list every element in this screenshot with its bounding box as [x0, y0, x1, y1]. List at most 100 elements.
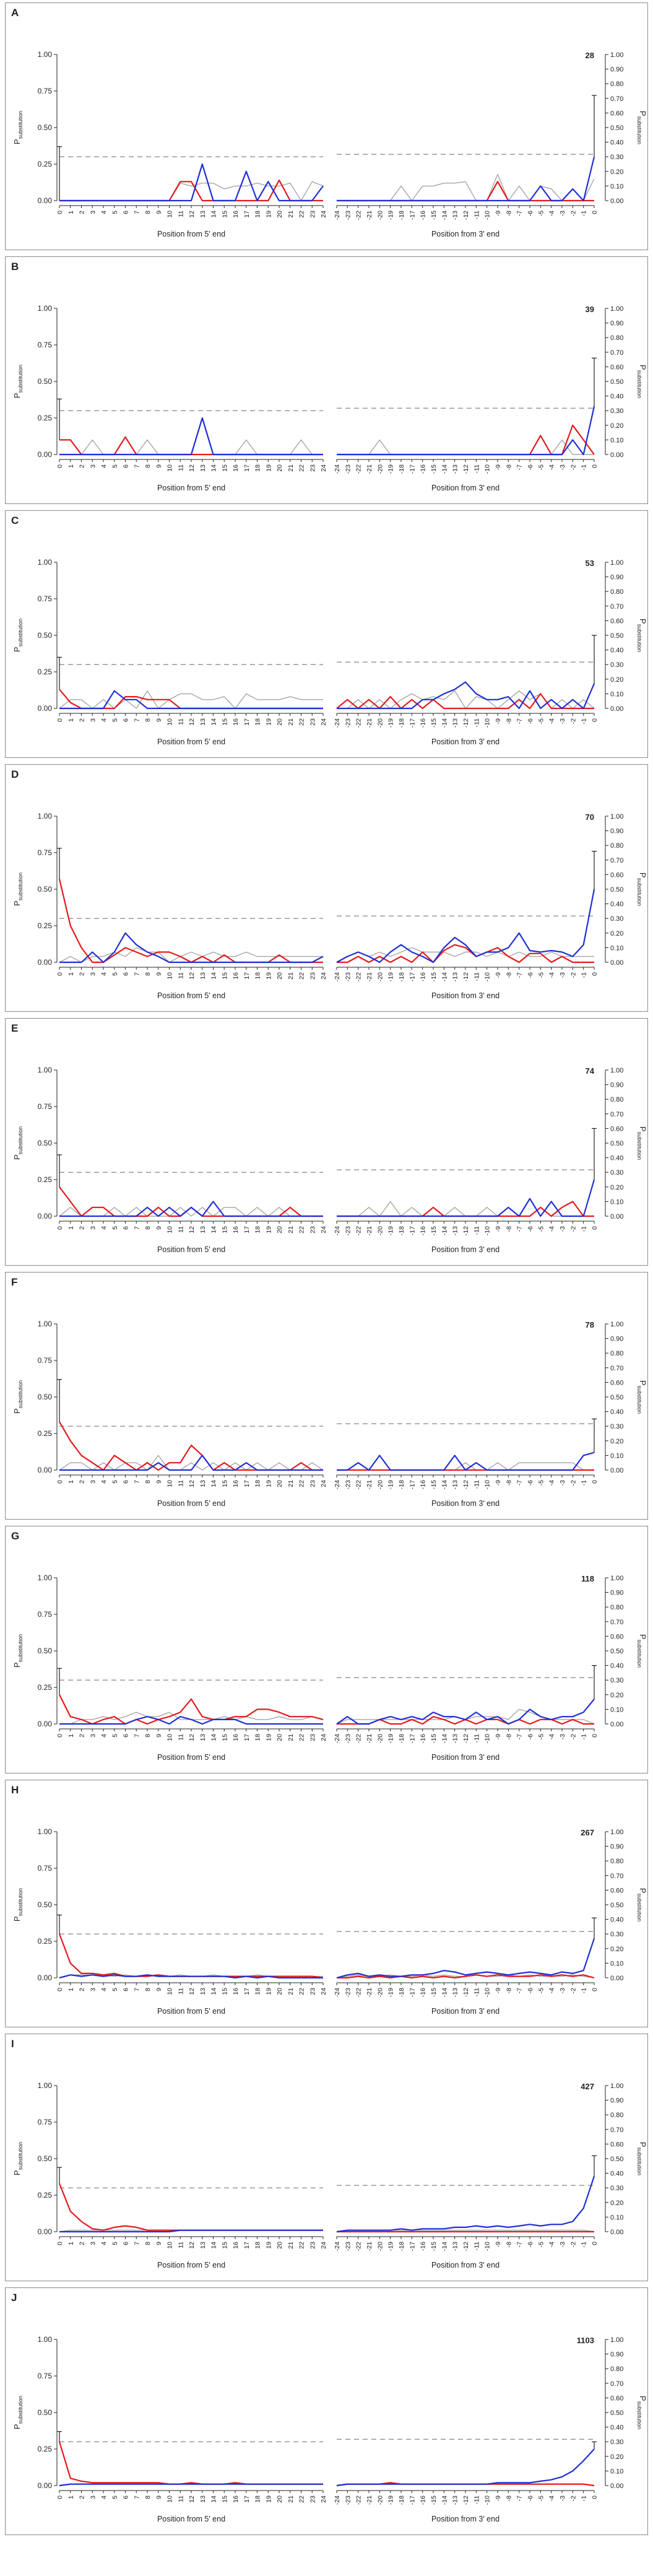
x5-tick-label: 7: [133, 1734, 141, 1738]
right-y-tick-label: 0.00: [610, 451, 623, 459]
x5-tick-label: 23: [309, 1734, 316, 1741]
right-y-tick-label: 0.80: [610, 1858, 623, 1865]
x3-tick-label: -17: [409, 2242, 416, 2251]
left-y-title-text: Psubstitution: [12, 619, 24, 652]
series-gtoa-5prime: [59, 1201, 323, 1217]
x5-tick-label: 15: [221, 2496, 228, 2503]
x3-tick-label: -6: [527, 2496, 534, 2501]
x5-tick-label: 20: [276, 1988, 283, 1995]
x3-tick-label: -9: [495, 718, 502, 724]
x3-tick-label: -6: [527, 1480, 534, 1486]
x3-tick-label: -15: [430, 972, 438, 981]
x3-tick-label: -3: [559, 1480, 566, 1486]
right-y-tick-label: 0.50: [610, 2156, 623, 2163]
right-y-tick-label: 0.50: [610, 1648, 623, 1655]
x3-tick-label: -7: [516, 2242, 524, 2247]
left-y-tick-label: 0.50: [38, 885, 53, 894]
x3-tick-label: -14: [441, 972, 448, 981]
x5-tick-label: 8: [144, 211, 152, 214]
x5-tick-label: 2: [79, 1480, 86, 1484]
x3-tick-label: -15: [430, 1226, 438, 1235]
left-y-tick-label: 0.00: [38, 2481, 53, 2490]
series-ctot-3prime: [336, 693, 594, 710]
right-y-title: Psubstitution: [636, 1380, 647, 1414]
x5-tick-label: 15: [221, 2242, 228, 2249]
right-y-title-text: Psubstitution: [636, 1380, 647, 1414]
panel-i: I4270.000.250.500.751.000.000.100.200.30…: [11, 2038, 647, 2269]
x5-tick-label: 5: [111, 211, 119, 214]
x3-tick-label: -22: [355, 718, 363, 728]
left-y-tick-label: 0.00: [38, 704, 53, 713]
right-y-tick-label: 0.10: [610, 1452, 623, 1460]
x3-tick-label: -14: [441, 2496, 448, 2505]
x5-tick-label: 22: [298, 1988, 306, 1995]
series-gtoa-3prime: [336, 1938, 595, 1979]
right-y-tick-label: 0.40: [610, 2170, 623, 2178]
x3-tick-label: -9: [495, 1734, 502, 1739]
x5-tick-label: 0: [56, 1480, 64, 1484]
x3-axis-title: Position from 3' end: [431, 738, 499, 746]
x3-tick-label: -22: [355, 2242, 363, 2251]
panel-d-frame: [5, 764, 648, 1012]
x5-tick-label: 16: [232, 1226, 240, 1234]
x3-tick-label: -22: [355, 972, 363, 981]
x5-tick-label: 21: [287, 1734, 295, 1741]
series-gtoa-5prime: [59, 1455, 323, 1471]
x5-tick-label: 10: [166, 2496, 174, 2503]
x5-tick-label: 18: [254, 2496, 262, 2503]
left-y-tick-label: 0.00: [38, 196, 53, 205]
x3-tick-label: -15: [430, 464, 438, 474]
x3-tick-label: 0: [591, 211, 599, 214]
series-ctot-5prime: [58, 2183, 323, 2231]
x5-tick-label: 2: [79, 2242, 86, 2245]
x5-tick-label: 5: [111, 1988, 119, 1991]
x5-tick-label: 5: [111, 464, 119, 468]
x3-tick-label: 0: [591, 1226, 599, 1230]
x3-tick-label: -10: [484, 972, 491, 981]
left-y-title-text: Psubstitution: [12, 365, 24, 398]
x3-tick-label: -21: [366, 972, 373, 981]
panel-j: J11030.000.250.500.751.000.000.100.200.3…: [11, 2292, 647, 2523]
x5-tick-label: 12: [188, 1480, 196, 1487]
x3-tick-label: -9: [495, 972, 502, 978]
x5-tick-label: 14: [210, 1734, 218, 1741]
x3-tick-label: -10: [484, 211, 491, 220]
series-gtoa-5prime: [59, 417, 323, 456]
x5-tick-label: 5: [111, 718, 119, 722]
right-y-tick-label: 0.90: [610, 2351, 623, 2359]
x5-tick-label: 1: [67, 464, 75, 468]
right-y-tick-label: 0.30: [610, 2185, 623, 2192]
x3-tick-label: -19: [387, 718, 395, 728]
x3-tick-label: -22: [355, 464, 363, 474]
x3-tick-label: -10: [484, 2242, 491, 2251]
left-y-tick-label: 0.50: [38, 2408, 53, 2417]
right-y-tick-label: 0.40: [610, 901, 623, 908]
left-y-tick-label: 0.75: [38, 2118, 53, 2126]
panel-h: H2670.000.250.500.751.000.000.100.200.30…: [11, 1784, 647, 2016]
x5-tick-label: 17: [243, 2496, 251, 2503]
right-y-tick-label: 0.90: [610, 1082, 623, 1089]
x5-tick-label: 9: [155, 464, 163, 468]
x3-tick-label: -20: [376, 464, 384, 474]
x3-tick-label: -7: [516, 1480, 524, 1486]
x5-tick-label: 22: [298, 1226, 306, 1234]
series-gtoa-3prime: [336, 889, 595, 964]
x3-tick-label: -23: [344, 211, 352, 220]
x5-tick-label: 9: [155, 211, 163, 214]
right-y-title: Psubstitution: [636, 619, 647, 652]
panel-g-count: 118: [581, 1574, 594, 1583]
x5-tick-label: 3: [89, 1988, 97, 1991]
left-y-tick-label: 0.25: [38, 160, 53, 168]
x5-tick-label: 8: [144, 1734, 152, 1738]
x3-tick-label: -21: [366, 2242, 373, 2251]
x5-tick-label: 1: [67, 2496, 75, 2499]
right-y-title: Psubstitution: [636, 1126, 647, 1160]
x5-axis-title: Position from 5' end: [157, 991, 225, 1000]
left-y-title: Psubstitution: [12, 2396, 24, 2429]
right-y-tick-label: 0.70: [610, 1873, 623, 1880]
x3-tick-label: -21: [366, 464, 373, 474]
x3-tick-label: -21: [366, 211, 373, 220]
series-other-5prime: [59, 1207, 323, 1217]
x5-tick-label: 8: [144, 972, 152, 976]
